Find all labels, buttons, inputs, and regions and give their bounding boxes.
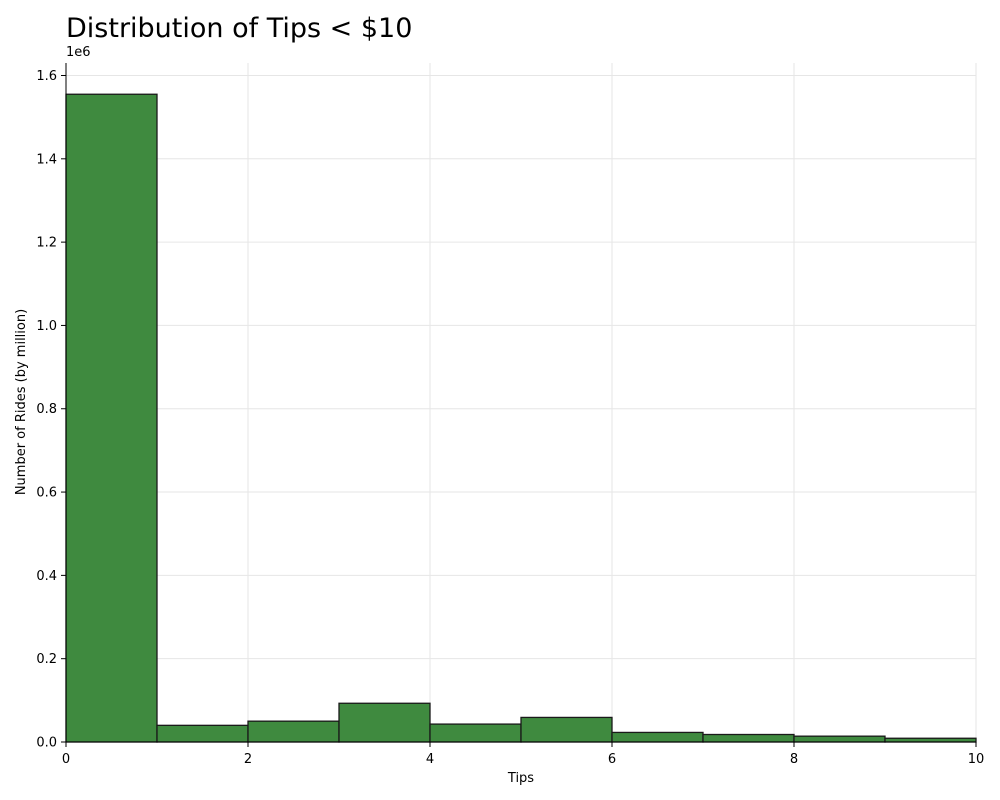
x-tick-label: 4 (426, 752, 434, 767)
x-tick-label: 10 (968, 752, 985, 767)
axes (65, 63, 976, 743)
x-tick-label: 0 (62, 752, 70, 767)
y-tick-label: 0.4 (36, 569, 57, 584)
x-tick-label: 6 (608, 752, 616, 767)
y-tick-label: 1.6 (36, 69, 57, 84)
grid-lines (65, 63, 977, 743)
y-tick-label: 1.0 (36, 319, 57, 334)
histogram-bar (520, 716, 613, 743)
y-tick-label: 0.2 (36, 652, 57, 667)
histogram-bar (156, 724, 249, 743)
histogram-bar (793, 735, 886, 743)
y-tick-label: 0.6 (36, 486, 57, 501)
y-tick-label: 1.4 (36, 152, 57, 167)
x-axis-label: Tips (507, 771, 534, 786)
histogram-bar (884, 737, 977, 743)
y-ticks: 0.0 0.2 0.4 0.6 0.8 1.0 1.2 1.4 1.6 (36, 69, 66, 751)
y-tick-label: 1.2 (36, 236, 57, 251)
histogram-bar (65, 93, 158, 743)
chart-title: Distribution of Tips < $10 (66, 13, 412, 44)
x-tick-label: 2 (244, 752, 252, 767)
histogram-bar (429, 723, 522, 743)
y-tick-label: 0.8 (36, 402, 57, 417)
histogram-bar (247, 720, 340, 743)
x-tick-label: 8 (790, 752, 798, 767)
bars (65, 93, 977, 743)
histogram-bar (338, 702, 431, 743)
histogram-bar (611, 731, 704, 743)
y-axis-label: Number of Rides (by million) (14, 309, 29, 495)
x-ticks: 0 2 4 6 8 10 (62, 742, 984, 767)
histogram-bar (702, 733, 795, 743)
y-tick-label: 0.0 (36, 736, 57, 751)
y-offset-label: 1e6 (66, 45, 91, 60)
